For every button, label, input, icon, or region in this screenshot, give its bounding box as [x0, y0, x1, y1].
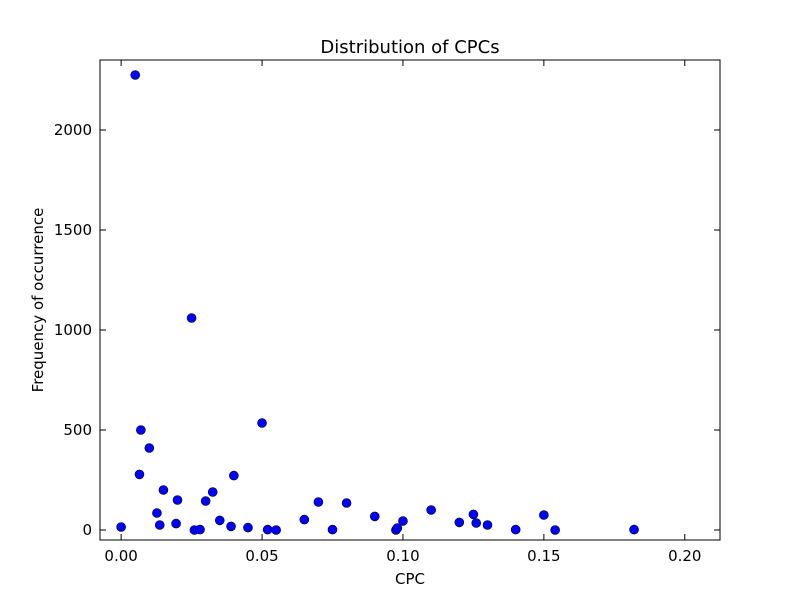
y-tick-label: 1000: [54, 321, 92, 339]
data-point: [130, 70, 141, 80]
x-tick-label: 0.00: [104, 547, 137, 565]
x-tick-label: 0.20: [668, 547, 701, 565]
data-point: [471, 518, 482, 528]
data-point: [482, 520, 493, 530]
data-point: [152, 508, 162, 518]
data-point: [144, 443, 155, 453]
data-point: [200, 496, 211, 506]
data-point: [271, 525, 281, 535]
data-point: [313, 497, 324, 507]
data-point: [550, 525, 560, 535]
x-axis-ticks: 0.00 0.05 0.10 0.15 0.20: [104, 60, 701, 565]
data-point: [392, 523, 403, 533]
plot-area: [116, 70, 639, 535]
data-point: [369, 511, 380, 522]
y-tick-label: 500: [63, 421, 92, 439]
x-tick-label: 0.05: [245, 547, 278, 565]
chart-title: Distribution of CPCs: [320, 37, 499, 58]
data-point: [629, 524, 639, 535]
data-point: [158, 485, 169, 495]
data-point: [226, 521, 236, 532]
x-axis-label: CPC: [395, 570, 425, 588]
data-point: [116, 522, 126, 532]
data-point: [510, 524, 521, 535]
data-point: [341, 498, 352, 508]
data-point: [243, 522, 253, 533]
data-point: [262, 524, 273, 535]
y-tick-label: 2000: [54, 121, 92, 139]
data-point: [539, 510, 549, 520]
data-point: [171, 518, 181, 529]
data-point: [426, 505, 436, 515]
y-tick-label: 0: [82, 521, 92, 539]
data-point: [207, 487, 218, 497]
data-point: [229, 470, 239, 481]
data-point: [172, 495, 183, 505]
y-axis-label: Frequency of occurrence: [29, 208, 47, 393]
data-point: [195, 524, 205, 535]
data-point: [257, 418, 267, 428]
data-point: [134, 469, 145, 480]
data-point: [214, 515, 225, 526]
data-point: [327, 524, 338, 535]
data-point: [454, 517, 465, 528]
data-point: [468, 509, 479, 520]
y-axis-ticks: 0 500 1000 1500 2000: [54, 121, 720, 539]
data-point: [398, 516, 408, 526]
data-point: [299, 514, 310, 525]
x-tick-label: 0.15: [527, 547, 560, 565]
x-tick-label: 0.10: [386, 547, 419, 565]
plot-frame: [99, 59, 721, 541]
data-point: [186, 313, 197, 323]
data-point: [136, 425, 146, 435]
y-tick-label: 1500: [54, 221, 92, 239]
data-point: [154, 520, 165, 530]
